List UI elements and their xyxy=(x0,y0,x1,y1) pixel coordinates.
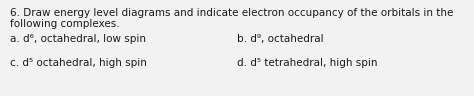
Text: c. d⁵ octahedral, high spin: c. d⁵ octahedral, high spin xyxy=(10,58,147,68)
Text: d. d⁵ tetrahedral, high spin: d. d⁵ tetrahedral, high spin xyxy=(237,58,377,68)
Text: 6. Draw energy level diagrams and indicate electron occupancy of the orbitals in: 6. Draw energy level diagrams and indica… xyxy=(10,8,453,18)
Text: b. d⁹, octahedral: b. d⁹, octahedral xyxy=(237,34,324,44)
Text: following complexes.: following complexes. xyxy=(10,19,119,29)
Text: a. d⁶, octahedral, low spin: a. d⁶, octahedral, low spin xyxy=(10,34,146,44)
